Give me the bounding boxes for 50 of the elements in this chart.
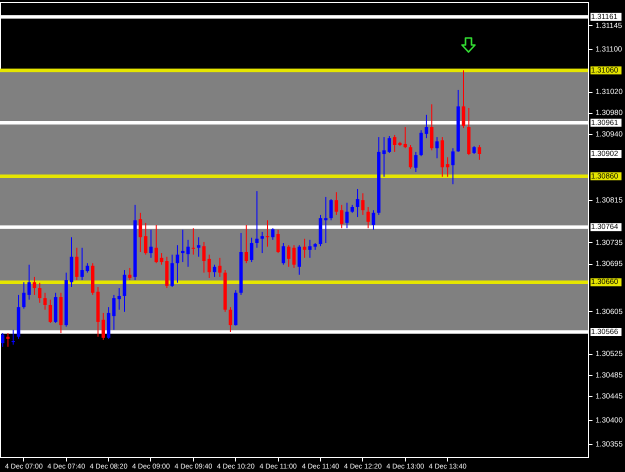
candlestick	[196, 236, 200, 258]
candlestick	[38, 282, 42, 304]
candlestick	[186, 239, 190, 268]
candlestick	[0, 332, 4, 348]
candlestick	[27, 264, 31, 300]
candlestick	[271, 228, 275, 240]
candlestick	[308, 239, 312, 258]
candlestick	[12, 329, 15, 346]
candlestick	[282, 242, 286, 266]
candlestick	[334, 192, 338, 216]
candlestick	[128, 267, 132, 281]
candlestick	[340, 204, 344, 229]
candlestick	[138, 212, 142, 253]
candlestick	[228, 306, 232, 332]
candlestick	[22, 282, 26, 310]
candlestick	[446, 156, 450, 178]
candlestick	[287, 244, 290, 268]
candlestick	[298, 244, 301, 276]
candlestick	[181, 229, 184, 263]
candlestick	[276, 229, 280, 254]
candlestick	[430, 104, 434, 151]
candlestick	[302, 238, 306, 258]
candlestick	[48, 299, 52, 324]
candlestick	[6, 332, 10, 348]
candlestick	[361, 192, 365, 216]
candlestick	[324, 196, 328, 244]
candlestick	[478, 144, 482, 160]
candlestick	[356, 188, 360, 218]
candlestick	[260, 231, 264, 254]
candlestick	[250, 237, 254, 263]
candlestick	[451, 148, 455, 185]
candlestick	[117, 288, 121, 310]
candlestick	[32, 276, 36, 296]
candlestick	[404, 126, 407, 149]
candlestick	[144, 222, 148, 256]
candlestick	[414, 151, 418, 173]
candlestick	[154, 224, 158, 264]
candlestick	[192, 228, 196, 256]
candlestick	[202, 241, 206, 274]
candlestick	[218, 257, 222, 278]
candlestick	[329, 198, 333, 221]
candlestick	[366, 206, 370, 229]
candlestick	[408, 144, 412, 170]
candlestick	[170, 254, 174, 288]
candlestick	[244, 224, 248, 264]
candlestick	[208, 254, 211, 278]
candlestick	[149, 229, 153, 258]
candlestick	[102, 312, 105, 340]
candlestick	[75, 247, 79, 281]
candlestick	[255, 190, 259, 248]
